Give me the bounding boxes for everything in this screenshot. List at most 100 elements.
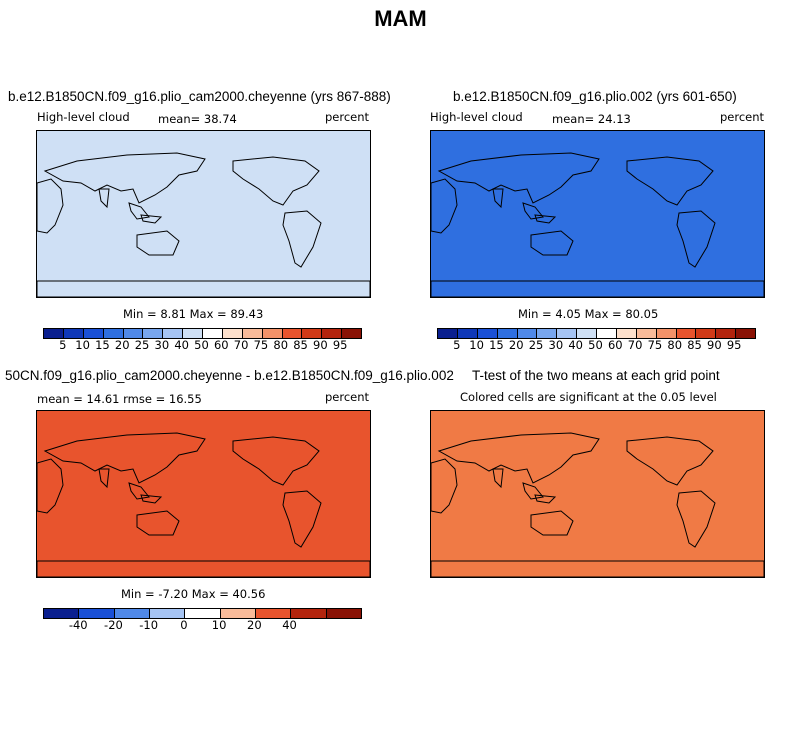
colorbar-swatch xyxy=(222,329,243,338)
panel4-map-svg xyxy=(431,411,764,577)
colorbar-swatch xyxy=(123,329,144,338)
colorbar-swatch xyxy=(220,609,256,618)
panel1-map-svg xyxy=(37,131,370,297)
colorbar-tick-label: 80 xyxy=(667,338,683,352)
colorbar-tick-label: 85 xyxy=(293,338,308,352)
colorbar-swatch xyxy=(597,329,617,338)
colorbar-swatch xyxy=(477,329,498,338)
panel1-map xyxy=(36,130,371,298)
colorbar-tick-label: 30 xyxy=(154,338,170,352)
coastline xyxy=(437,152,600,204)
colorbar-swatch xyxy=(322,329,343,338)
panel2-map xyxy=(430,130,765,298)
colorbar-tick-label: 50 xyxy=(588,338,603,352)
coastline xyxy=(626,156,714,206)
colorbar-tick-label: 90 xyxy=(313,338,328,352)
panel2-mean: mean= 24.13 xyxy=(552,112,631,126)
colorbar-tick-label: -10 xyxy=(139,618,159,632)
colorbar-tick-label: 25 xyxy=(528,338,544,352)
colorbar-swatch xyxy=(616,329,637,338)
colorbar-tick-label: 90 xyxy=(707,338,722,352)
colorbar-tick-label: 70 xyxy=(233,338,249,352)
panel3-title: 50CN.f09_g16.plio_cam2000.cheyenne - b.e… xyxy=(5,368,454,383)
colorbar-swatch xyxy=(326,609,361,618)
colorbar-swatch xyxy=(342,329,361,338)
colorbar-tick-label: 60 xyxy=(213,338,229,352)
coastline xyxy=(431,280,764,297)
panel3-map xyxy=(36,410,371,578)
panel2-colorbar xyxy=(437,328,756,339)
colorbar-tick-label: 10 xyxy=(211,618,227,632)
colorbar-swatch xyxy=(255,609,292,618)
colorbar-swatch xyxy=(438,329,458,338)
colorbar-swatch xyxy=(636,329,657,338)
colorbar-tick-label: 25 xyxy=(134,338,150,352)
map-background xyxy=(37,411,370,577)
panel2-title: b.e12.B1850CN.f09_g16.plio.002 (yrs 601-… xyxy=(453,89,737,104)
coastline xyxy=(431,458,458,514)
coastline xyxy=(140,494,163,504)
colorbar-tick-label: 10 xyxy=(75,338,90,352)
panel3-colorbar xyxy=(43,608,362,619)
colorbar-swatch xyxy=(537,329,558,338)
coastline xyxy=(282,210,322,268)
map-background xyxy=(431,411,764,577)
coastline xyxy=(431,178,458,234)
panel2-minmax: Min = 4.05 Max = 80.05 xyxy=(518,307,659,321)
coastline xyxy=(492,188,504,209)
colorbar-swatch xyxy=(149,609,186,618)
panel3-minmax: Min = -7.20 Max = 40.56 xyxy=(121,587,266,601)
colorbar-swatch xyxy=(497,329,518,338)
colorbar-swatch xyxy=(302,329,323,338)
coastline xyxy=(232,436,320,486)
colorbar-tick-label: 5 xyxy=(453,338,461,352)
coastline xyxy=(431,560,764,577)
colorbar-swatch xyxy=(262,329,283,338)
panel4-title: T-test of the two means at each grid poi… xyxy=(472,368,720,383)
colorbar-swatch xyxy=(291,609,327,618)
colorbar-swatch xyxy=(517,329,538,338)
coastline xyxy=(128,202,150,220)
coastline xyxy=(43,152,206,204)
panel2-units: percent xyxy=(720,110,765,124)
panel2-variable: High-level cloud xyxy=(430,110,523,124)
colorbar-swatch xyxy=(44,329,64,338)
colorbar-swatch xyxy=(183,329,203,338)
colorbar-swatch xyxy=(557,329,578,338)
colorbar-swatch xyxy=(203,329,223,338)
colorbar-tick-label: 30 xyxy=(548,338,564,352)
colorbar-swatch xyxy=(656,329,677,338)
colorbar-tick-label: 60 xyxy=(607,338,623,352)
colorbar-tick-label: -20 xyxy=(104,618,123,632)
colorbar-tick-label: 70 xyxy=(627,338,643,352)
colorbar-swatch xyxy=(696,329,717,338)
colorbar-tick-label: 20 xyxy=(114,338,130,352)
colorbar-tick-label: 0 xyxy=(180,618,188,632)
coastline xyxy=(522,202,544,220)
colorbar-swatch xyxy=(163,329,184,338)
coastline xyxy=(98,468,110,489)
colorbar-tick-label: 5 xyxy=(59,338,67,352)
coastline xyxy=(522,482,544,500)
coastline xyxy=(676,210,716,268)
coastline xyxy=(530,230,574,256)
colorbar-tick-label: 15 xyxy=(95,338,110,352)
coastline xyxy=(282,490,322,548)
panel1-units: percent xyxy=(325,110,370,124)
colorbar-swatch xyxy=(63,329,84,338)
coastline xyxy=(128,482,150,500)
coastline xyxy=(37,560,370,577)
colorbar-tick-label: 20 xyxy=(247,618,262,632)
colorbar-tick-label: 80 xyxy=(273,338,289,352)
colorbar-tick-label: 10 xyxy=(469,338,484,352)
colorbar-tick-label: -40 xyxy=(68,618,88,632)
coastline xyxy=(626,436,714,486)
colorbar-tick-label: 40 xyxy=(568,338,584,352)
coastline xyxy=(136,510,180,536)
coastline xyxy=(37,280,370,297)
colorbar-swatch xyxy=(577,329,597,338)
coastline xyxy=(37,458,64,514)
coastline xyxy=(534,494,557,504)
colorbar-swatch xyxy=(103,329,124,338)
colorbar-tick-label: 75 xyxy=(647,338,663,352)
